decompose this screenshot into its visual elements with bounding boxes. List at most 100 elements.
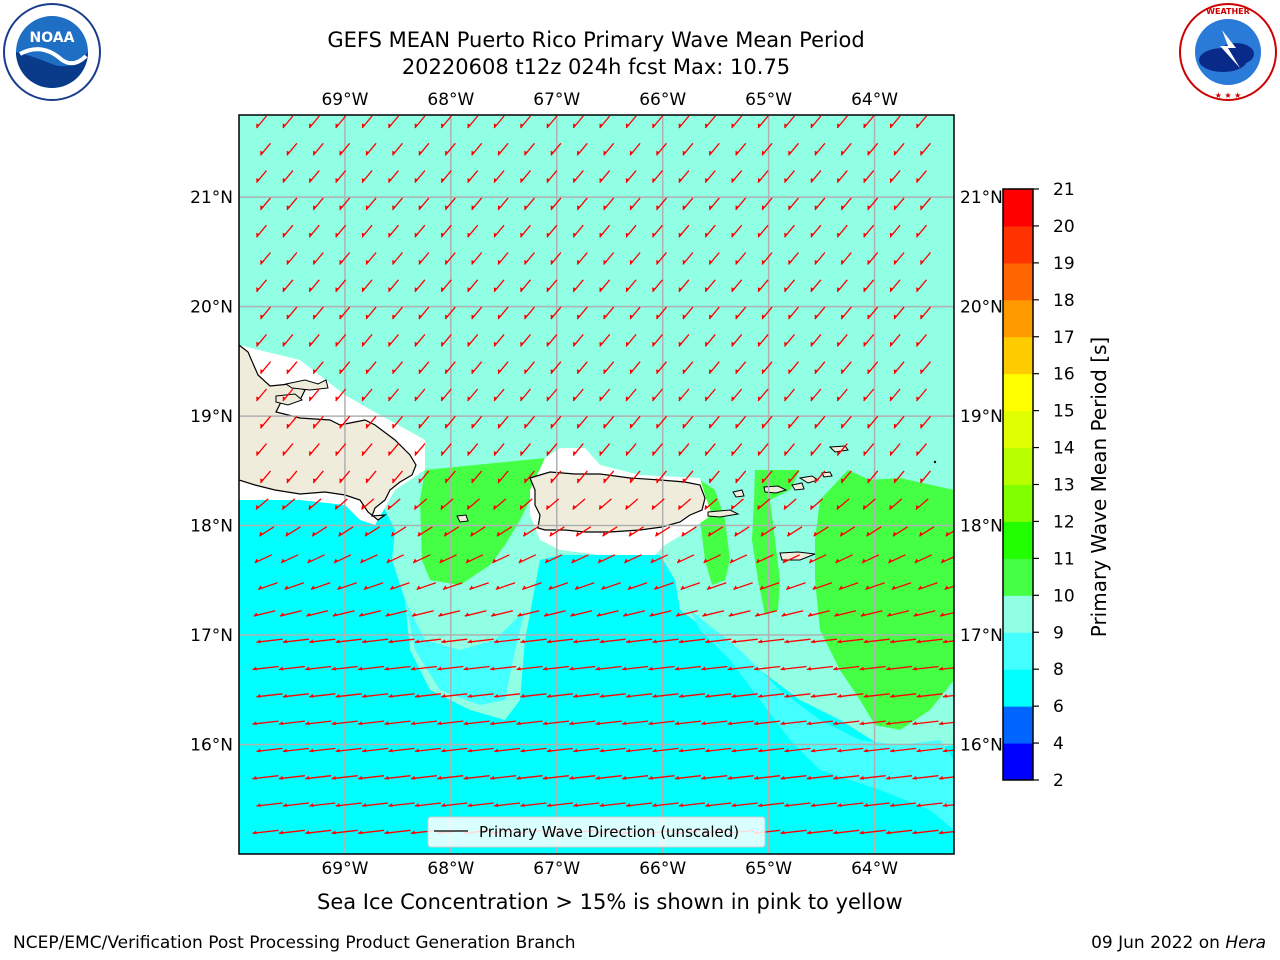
wave-arrow-head-185: [339, 314, 344, 320]
island-mona: [456, 514, 469, 523]
wave-arrow-594: [648, 720, 675, 725]
island-gonave: [275, 393, 303, 406]
wave-arrow-573: [810, 693, 837, 698]
wave-arrow-head-224: [678, 341, 683, 347]
wave-arrow-head-53: [282, 178, 287, 183]
wave-arrow-head-441: [888, 558, 893, 563]
colorbar-segment-8: [1003, 447, 1033, 485]
lon-label-bottom-1: 68°W: [427, 859, 474, 879]
wave-arrow-head-79: [286, 205, 291, 210]
lat-labels-right: 21°N 20°N 19°N 18°N 17°N 16°N: [960, 188, 1003, 755]
wave-arrow-head-127: [863, 232, 868, 238]
wave-arrow-522: [890, 638, 917, 643]
wave-arrow-654: [806, 775, 833, 780]
wave-arrow-head-12: [573, 123, 577, 128]
wave-arrow-head-244: [524, 369, 528, 374]
colorbar-tick-12: 17: [1053, 328, 1075, 348]
wave-arrow-520: [837, 638, 864, 643]
wave-arrow-head-165: [493, 287, 498, 292]
wave-arrow-head-25: [916, 123, 920, 128]
wave-arrow-653: [780, 775, 807, 780]
wave-arrow-625: [758, 747, 785, 753]
wave-arrow-head-580: [278, 721, 284, 726]
wave-arrow-head-513: [652, 639, 657, 644]
wave-arrow-head-376: [572, 505, 577, 510]
wave-arrow-598: [754, 720, 781, 725]
wave-arrow-head-1: [282, 123, 287, 128]
wave-arrow-head-515: [705, 639, 710, 644]
wave-arrow-611: [388, 747, 415, 753]
wave-arrow-511: [599, 638, 626, 643]
wave-arrow-head-596: [701, 721, 706, 726]
wave-arrow-head-707: [780, 830, 785, 835]
wave-arrow-head-581: [305, 721, 310, 726]
wave-arrow-636: [331, 775, 358, 780]
wave-arrow-head-446: [310, 585, 316, 590]
wave-arrow-612: [414, 747, 441, 753]
wave-arrow-head-316: [361, 451, 366, 456]
wave-arrow-528: [331, 665, 358, 671]
wave-arrow-head-201: [761, 314, 766, 320]
wave-arrow-566: [626, 693, 653, 698]
wave-arrow-head-465: [812, 585, 818, 590]
wave-arrow-508: [520, 638, 547, 643]
wave-arrow-head-495: [887, 612, 892, 617]
wave-arrow-499: [282, 638, 309, 643]
wave-arrow-head-545: [780, 666, 785, 671]
wave-arrow-head-482: [543, 612, 549, 617]
wave-arrow-head-190: [471, 314, 476, 320]
wave-arrow-head-271: [546, 396, 551, 401]
wave-arrow-head-539: [622, 666, 627, 671]
wave-arrow-head-408: [734, 531, 739, 537]
wave-arrow-676: [678, 802, 705, 807]
wave-arrow-543: [727, 665, 754, 671]
wave-arrow-588: [490, 720, 517, 725]
wave-arrow-617: [546, 747, 573, 753]
wave-arrow-head-608: [309, 748, 314, 753]
wave-arrow-500: [309, 638, 336, 643]
wave-arrow-head-176: [784, 287, 788, 292]
wave-arrow-head-220: [573, 341, 577, 347]
wave-arrow-head-296: [524, 423, 528, 429]
wave-arrow-head-157: [282, 287, 287, 292]
wave-arrow-head-574: [837, 693, 842, 698]
wave-arrow-633: [252, 775, 279, 780]
colorbar-segment-12: [1003, 299, 1033, 338]
wave-arrow-head-324: [573, 451, 577, 456]
wave-arrow-555: [335, 693, 362, 698]
wave-arrow-head-160: [361, 287, 366, 292]
wave-arrow-head-654: [806, 775, 812, 780]
wave-arrow-head-476: [385, 612, 391, 617]
wave-arrow-686: [942, 804, 954, 807]
wave-arrow-head-463: [759, 585, 765, 590]
wave-arrow-head-382: [731, 505, 735, 510]
wave-arrow-head-65: [599, 178, 604, 183]
wave-arrow-610: [362, 747, 389, 753]
wave-arrow-556: [362, 693, 389, 698]
wave-arrow-head-565: [599, 693, 605, 698]
wave-arrow-head-676: [678, 803, 684, 807]
wave-arrow-head-335: [863, 451, 868, 456]
footer-credit: NCEP/EMC/Verification Post Processing Pr…: [13, 933, 576, 953]
wave-arrow-532: [437, 665, 464, 671]
wave-arrow-head-188: [418, 314, 423, 320]
wave-arrow-head-274: [625, 396, 630, 401]
wave-arrow-659: [938, 776, 954, 780]
wave-arrow-624: [731, 747, 758, 753]
wave-arrow-head-229: [810, 341, 815, 347]
wave-arrow-head-496: [913, 612, 919, 617]
wave-arrow-head-19: [757, 123, 762, 128]
wave-arrow-head-447: [337, 585, 342, 590]
wave-arrow-head-597: [727, 721, 733, 726]
wave-arrow-509: [546, 638, 573, 643]
wave-arrow-505: [441, 638, 468, 643]
wave-arrow-head-554: [309, 693, 314, 698]
wave-arrow-head-103: [920, 205, 924, 210]
period-field-9b: [690, 610, 954, 830]
wave-arrow-head-712: [912, 830, 917, 835]
wave-arrow-526: [278, 665, 305, 671]
wave-arrow-head-216: [467, 341, 472, 347]
island-tortuga: [284, 379, 329, 391]
wave-arrow-head-5: [388, 123, 392, 128]
wave-arrow-655: [833, 775, 860, 780]
